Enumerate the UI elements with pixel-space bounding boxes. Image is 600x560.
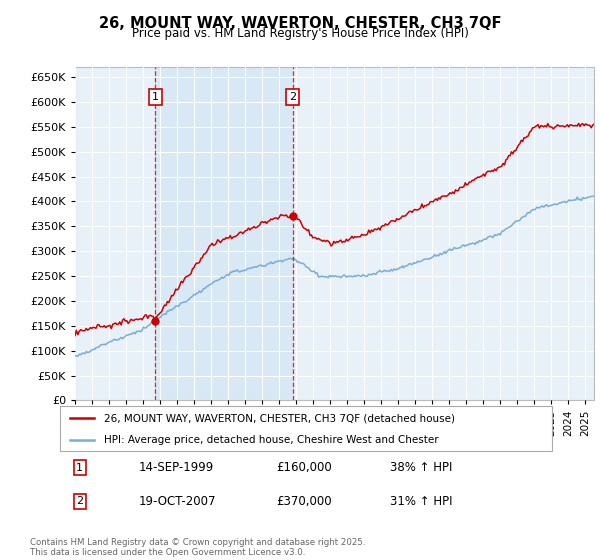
Text: HPI: Average price, detached house, Cheshire West and Chester: HPI: Average price, detached house, Ches… — [104, 435, 439, 445]
Text: 31% ↑ HPI: 31% ↑ HPI — [389, 494, 452, 508]
Text: Contains HM Land Registry data © Crown copyright and database right 2025.
This d: Contains HM Land Registry data © Crown c… — [30, 538, 365, 557]
Text: 38% ↑ HPI: 38% ↑ HPI — [389, 461, 452, 474]
Text: 14-SEP-1999: 14-SEP-1999 — [139, 461, 214, 474]
Text: 26, MOUNT WAY, WAVERTON, CHESTER, CH3 7QF: 26, MOUNT WAY, WAVERTON, CHESTER, CH3 7Q… — [99, 16, 501, 31]
Text: 2: 2 — [76, 496, 83, 506]
Text: £160,000: £160,000 — [277, 461, 332, 474]
FancyBboxPatch shape — [60, 406, 552, 451]
Text: 26, MOUNT WAY, WAVERTON, CHESTER, CH3 7QF (detached house): 26, MOUNT WAY, WAVERTON, CHESTER, CH3 7Q… — [104, 413, 455, 423]
Bar — [155, 67, 293, 400]
Text: Price paid vs. HM Land Registry's House Price Index (HPI): Price paid vs. HM Land Registry's House … — [131, 27, 469, 40]
Text: 2: 2 — [289, 92, 296, 102]
Text: 1: 1 — [152, 92, 158, 102]
Text: £370,000: £370,000 — [277, 494, 332, 508]
Text: 19-OCT-2007: 19-OCT-2007 — [139, 494, 216, 508]
Text: 1: 1 — [76, 463, 83, 473]
